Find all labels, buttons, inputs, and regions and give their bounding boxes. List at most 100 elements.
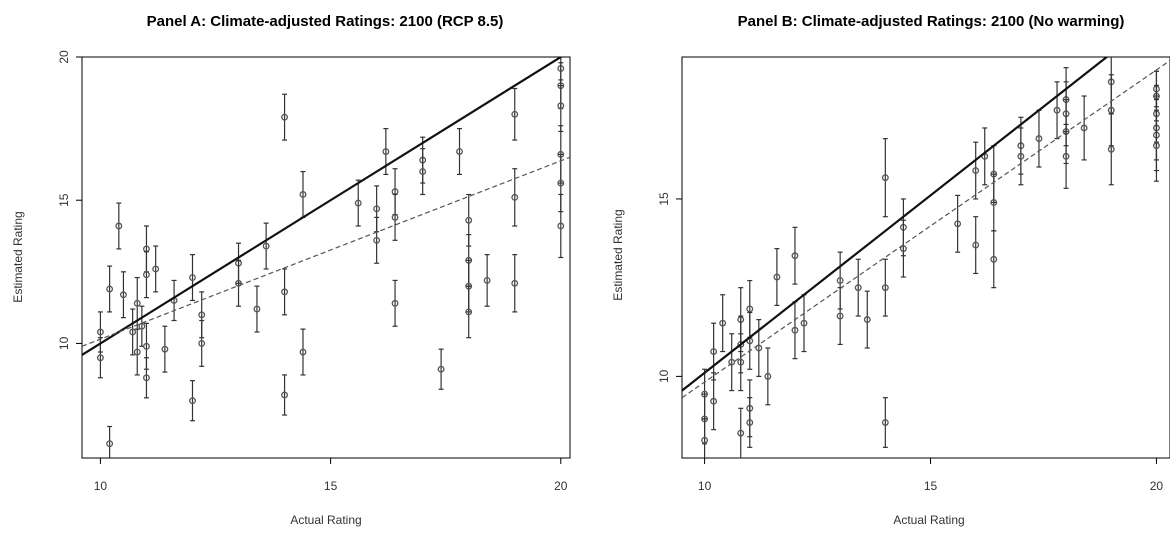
chart-a-x-tick-label: 10 (94, 479, 108, 493)
chart-a-error-bar (254, 285, 260, 333)
chart-b-data-point (1080, 124, 1088, 132)
chart-a-x-tick-label: 15 (324, 479, 338, 493)
chart-b-error-bar (747, 311, 753, 370)
chart-b-error-bar (973, 141, 979, 200)
chart-b-data-point (746, 419, 754, 426)
chart-b-error-bar (792, 301, 798, 360)
chart-a-data-point (235, 279, 242, 287)
chart-a-data-point (373, 205, 381, 213)
chart-b-data-point (701, 436, 709, 444)
chart-a-plot-frame (81, 56, 571, 459)
chart-a-data-point (143, 271, 150, 279)
chart-a-error-bar (143, 357, 149, 399)
chart-a-marks: 10 15 20 10 15 20 (57, 50, 570, 493)
chart-b-data-point (791, 326, 799, 334)
chart-a-data-point (129, 328, 137, 336)
chart-a-error-bar (282, 374, 288, 416)
chart-a-svg: Panel A: Climate-adjusted Ratings: 2100 … (11, 13, 571, 527)
chart-a-data-point (557, 222, 565, 230)
chart-b-error-bar (801, 294, 807, 353)
chart-a-data-point (161, 345, 169, 353)
chart-b-error-bar (955, 194, 961, 253)
chart-a-y-tick-label: 15 (57, 193, 71, 207)
chart-b-error-bar (1063, 123, 1069, 189)
chart-a-error-bar (374, 216, 380, 264)
chart-b-data-point (972, 167, 980, 175)
chart-a-data-point (281, 113, 289, 121)
chart-b-data-point (863, 316, 871, 324)
chart-b-data-point (1035, 135, 1043, 143)
chart-a-data-point (198, 311, 206, 319)
chart-b-data-point (737, 429, 745, 437)
chart-a-error-bar (392, 193, 398, 241)
chart-b-error-bar (1036, 109, 1042, 168)
chart-a-x-axis-label: Actual Rating (290, 513, 361, 527)
chart-b-error-bar (1018, 127, 1024, 186)
chart-b-y-tick-label: 10 (657, 369, 671, 383)
chart-b-error-bar (711, 322, 717, 381)
chart-a-data-point (299, 348, 307, 356)
chart-a-data-point (106, 440, 114, 448)
chart-b-plot-area (682, 57, 1170, 458)
chart-a-data-point (115, 222, 123, 230)
chart-b-svg: Panel B: Climate-adjusted Ratings: 2100 … (611, 13, 1170, 527)
chart-b-data-point (881, 284, 889, 292)
chart-b-error-bar (1054, 81, 1060, 140)
chart-a-data-point (354, 199, 362, 207)
chart-a-error-bar (199, 319, 205, 367)
chart-b-data-point (773, 273, 781, 281)
chart-b-error-bar (1108, 113, 1114, 186)
chart-a-error-bar (466, 285, 472, 339)
chart-a-data-point (511, 193, 519, 201)
chart-b-error-bar (1153, 109, 1159, 182)
chart-b-data-point (764, 372, 772, 380)
chart-b-data-point (836, 312, 844, 320)
chart-a-data-point (391, 299, 399, 307)
chart-b-error-bar (765, 347, 771, 406)
chart-a-plot-area (82, 57, 570, 458)
chart-a-data-point (143, 374, 150, 382)
chart-a-error-bar (300, 170, 306, 218)
chart-a-error-bar (116, 202, 122, 250)
chart-a-y-axis-label: Estimated Rating (11, 211, 25, 302)
chart-a-data-point (143, 342, 150, 350)
chart-a-data-point (437, 365, 445, 373)
chart-a-error-bar (236, 259, 242, 307)
chart-b-x-axis-label: Actual Rating (893, 513, 964, 527)
chart-a-error-bar (282, 93, 288, 141)
chart-b-error-bar (1081, 95, 1087, 161)
chart-b-error-bar (982, 127, 988, 186)
chart-b-error-bar (738, 407, 744, 458)
chart-a-data-point (557, 179, 565, 187)
chart-b-error-bar (747, 397, 753, 448)
chart-b-data-point (954, 220, 962, 228)
chart-b-data-point (836, 277, 844, 285)
chart-b-x-tick-label: 20 (1150, 479, 1164, 493)
chart-a-data-point (511, 110, 519, 118)
chart-a-data-point (281, 288, 289, 296)
chart-b-error-bar (882, 258, 888, 317)
chart-b-y-axis-label: Estimated Rating (611, 209, 625, 300)
chart-b-data-point (1017, 152, 1025, 160)
chart-a-data-point (456, 148, 463, 155)
chart-a-data-point (391, 213, 399, 221)
chart-b-error-bar (973, 216, 979, 275)
chart-b-error-bar (729, 333, 735, 392)
chart-a-error-bar (512, 168, 518, 227)
chart-b-x-tick-label: 10 (698, 479, 712, 493)
chart-b-data-point (854, 284, 862, 292)
chart-a-error-bar (107, 425, 113, 458)
chart-a-error-bar (420, 148, 426, 196)
chart-a-data-point (133, 348, 141, 356)
chart-b-error-bar (900, 219, 906, 278)
chart-a-data-point (119, 291, 127, 299)
chart-a-data-point (557, 102, 565, 110)
chart-b-marks: 10 15 20 10 15 (657, 57, 1170, 493)
chart-a-solid-line (82, 57, 563, 356)
chart-a-error-bar (512, 254, 518, 313)
chart-a-error-bar (355, 179, 361, 227)
chart-b-data-point (1053, 106, 1061, 114)
chart-a-data-point (299, 191, 307, 198)
chart-b-data-point (1152, 142, 1160, 150)
chart-a-error-bar (558, 193, 564, 259)
